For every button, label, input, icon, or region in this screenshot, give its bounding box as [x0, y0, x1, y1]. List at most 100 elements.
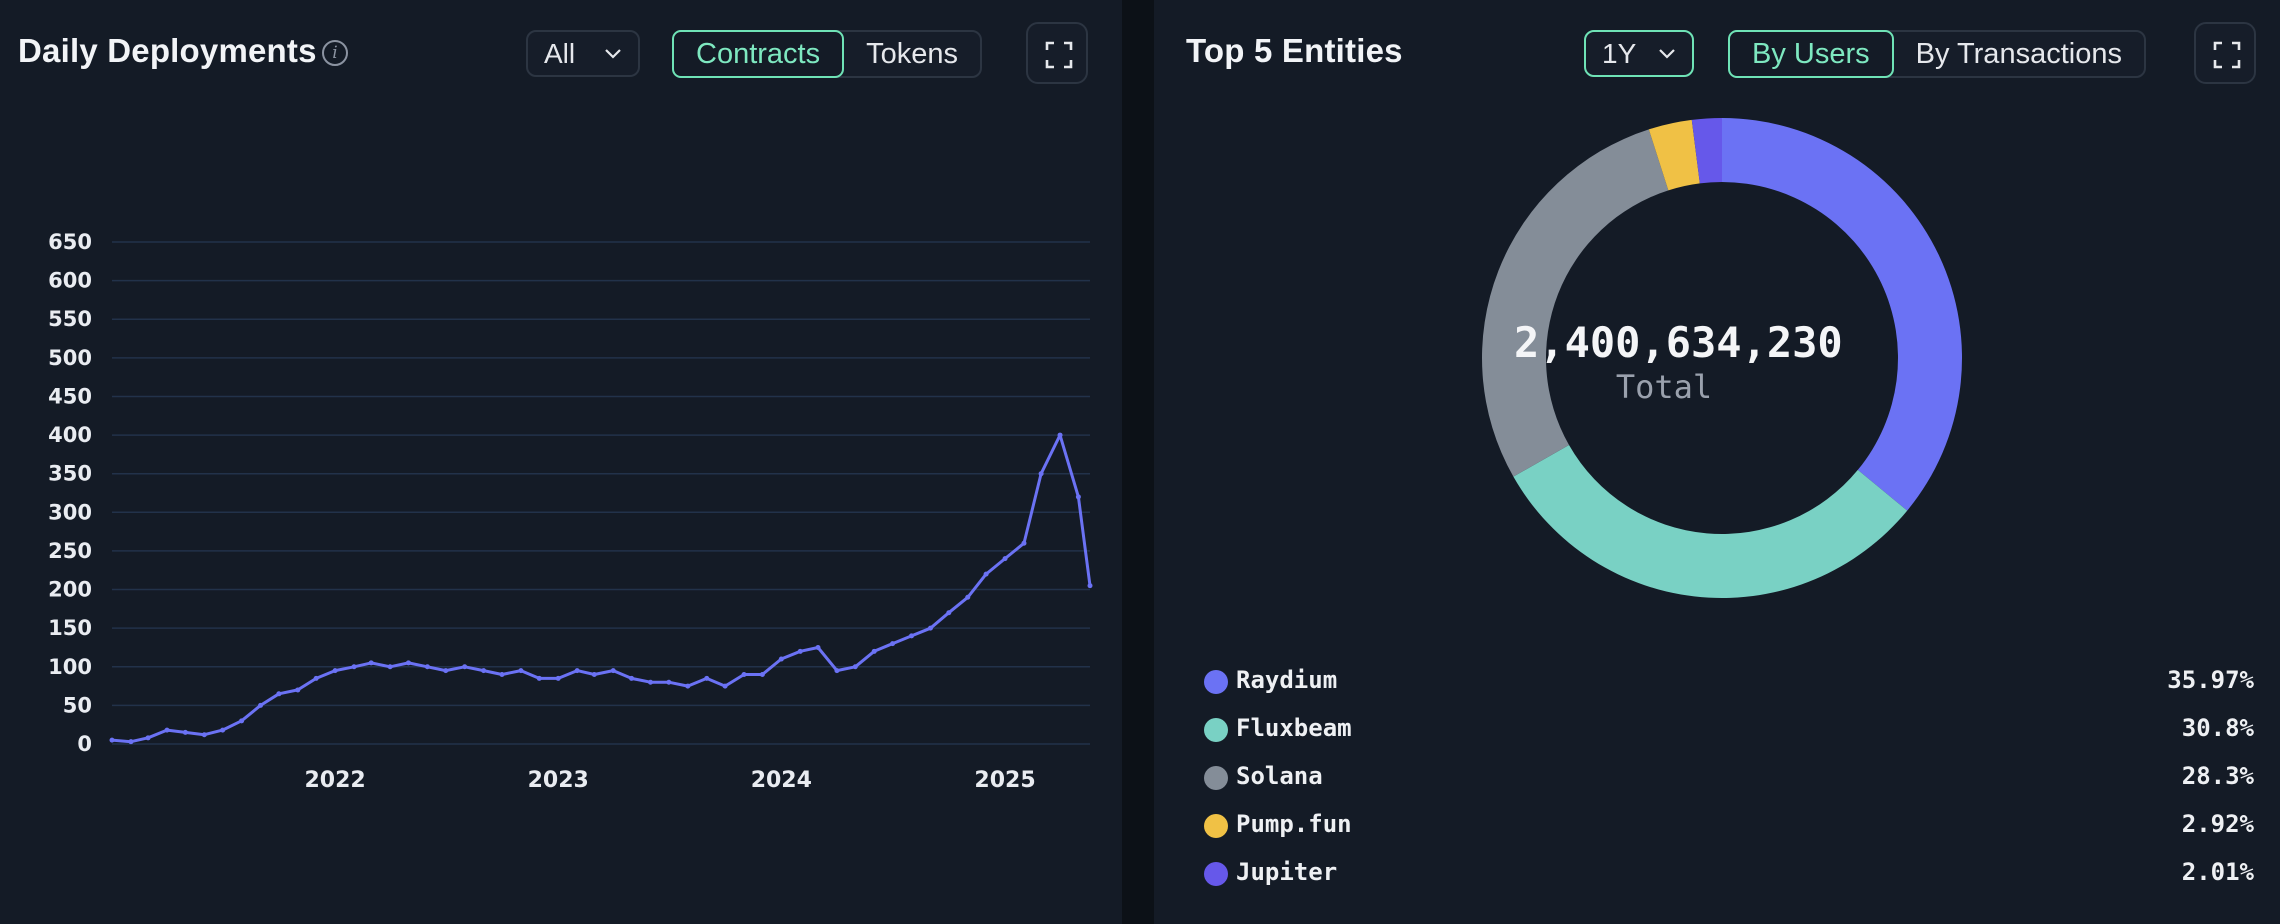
- data-point: [927, 625, 933, 631]
- data-point: [258, 702, 264, 708]
- toggle-tokens[interactable]: Tokens: [866, 38, 958, 70]
- range-select-value: 1Y: [1602, 38, 1637, 69]
- data-point: [518, 668, 524, 674]
- data-point: [890, 641, 896, 647]
- range-select[interactable]: All: [526, 30, 640, 77]
- y-tick-label: 450: [48, 384, 92, 408]
- daily-deployments-panel: Daily Deployments i All Contracts Tokens…: [0, 0, 1122, 924]
- data-point: [666, 679, 672, 685]
- series-line: [109, 432, 1093, 745]
- data-point: [182, 729, 188, 735]
- legend-value: 2.92%: [2181, 810, 2254, 838]
- panel-title: Top 5 Entities: [1186, 32, 1403, 69]
- x-tick-label: 2023: [528, 768, 589, 793]
- y-tick-label: 400: [48, 423, 92, 447]
- x-tick-label: 2024: [751, 768, 812, 793]
- data-point: [1038, 471, 1044, 477]
- data-point: [555, 675, 561, 681]
- y-tick-label: 50: [63, 693, 92, 717]
- data-point: [852, 664, 858, 670]
- legend-item[interactable]: Pump.fun 2.92%: [1204, 802, 2254, 850]
- x-tick-label: 2025: [974, 768, 1035, 793]
- data-point: [351, 664, 357, 670]
- data-point: [499, 671, 505, 677]
- donut-slice-raydium[interactable]: [1722, 118, 1962, 511]
- data-point: [313, 675, 319, 681]
- legend-value: 28.3%: [2181, 762, 2254, 790]
- legend-item[interactable]: Solana 28.3%: [1204, 754, 2254, 802]
- data-point: [983, 571, 989, 577]
- data-point: [741, 671, 747, 677]
- data-point: [759, 671, 765, 677]
- users-transactions-toggle: By Users By Transactions: [1728, 30, 2146, 78]
- data-point: [834, 668, 840, 674]
- legend-swatch: [1204, 718, 1228, 742]
- data-point: [1075, 494, 1081, 500]
- data-point: [685, 683, 691, 689]
- legend-swatch: [1204, 862, 1228, 886]
- data-point: [536, 675, 542, 681]
- grid-lines: [112, 241, 1090, 745]
- toggle-by-users[interactable]: By Users: [1728, 30, 1894, 78]
- legend-swatch: [1204, 766, 1228, 790]
- chevron-down-icon: [1659, 49, 1675, 59]
- data-point: [610, 668, 616, 674]
- contracts-tokens-toggle: Contracts Tokens: [672, 30, 982, 78]
- y-tick-label: 0: [77, 732, 92, 756]
- data-point: [1002, 556, 1008, 562]
- data-point: [1087, 583, 1093, 589]
- data-point: [722, 683, 728, 689]
- legend-item[interactable]: Raydium 35.97%: [1204, 658, 2254, 706]
- daily-deployments-chart: 050100150200250300350400450500550600650 …: [48, 230, 1093, 793]
- legend-item[interactable]: Fluxbeam 30.8%: [1204, 706, 2254, 754]
- toggle-contracts[interactable]: Contracts: [672, 30, 845, 78]
- legend-swatch: [1204, 670, 1228, 694]
- y-tick-label: 100: [48, 655, 92, 679]
- legend-item[interactable]: Jupiter 2.01%: [1204, 850, 2254, 898]
- info-circle-icon[interactable]: i: [322, 40, 348, 66]
- legend-label: Pump.fun: [1236, 810, 1352, 838]
- y-tick-label: 600: [48, 269, 92, 293]
- chevron-down-icon: [605, 49, 621, 59]
- top-entities-donut-chart: [1482, 118, 1962, 598]
- data-point: [424, 664, 430, 670]
- y-tick-label: 550: [48, 307, 92, 331]
- range-select[interactable]: 1Y: [1584, 30, 1694, 77]
- y-tick-label: 200: [48, 578, 92, 602]
- data-point: [109, 737, 115, 743]
- donut-slice-pump-fun[interactable]: [1648, 119, 1700, 191]
- y-tick-label: 300: [48, 500, 92, 524]
- series-line-path: [111, 433, 1092, 744]
- data-point: [332, 668, 338, 674]
- legend-label: Jupiter: [1236, 858, 1338, 886]
- data-point: [276, 691, 282, 697]
- legend-value: 2.01%: [2181, 858, 2254, 886]
- data-point: [201, 732, 207, 738]
- donut-slice-fluxbeam[interactable]: [1513, 445, 1908, 598]
- expand-button[interactable]: [2194, 22, 2256, 84]
- legend-swatch: [1204, 814, 1228, 838]
- expand-button[interactable]: [1026, 22, 1088, 84]
- y-tick-label: 650: [48, 230, 92, 254]
- data-point: [295, 687, 301, 693]
- y-tick-label: 350: [48, 462, 92, 486]
- legend-label: Fluxbeam: [1236, 714, 1352, 742]
- data-point: [909, 633, 915, 639]
- donut-slice-solana[interactable]: [1482, 129, 1669, 477]
- data-point: [387, 664, 393, 670]
- legend-label: Raydium: [1236, 666, 1338, 694]
- panel-title: Daily Deployments: [18, 32, 317, 69]
- legend-value: 30.8%: [2181, 714, 2254, 742]
- data-point: [239, 718, 245, 724]
- legend: Raydium 35.97% Fluxbeam 30.8% Solana 28.…: [1204, 658, 2254, 898]
- donut-slice-jupiter[interactable]: [1691, 118, 1722, 184]
- toggle-by-transactions[interactable]: By Transactions: [1915, 38, 2122, 70]
- data-point: [405, 660, 411, 666]
- data-point: [946, 610, 952, 616]
- data-point: [164, 727, 170, 733]
- data-point: [965, 594, 971, 600]
- data-point: [871, 648, 877, 654]
- y-tick-label: 150: [48, 616, 92, 640]
- data-point: [1021, 540, 1027, 546]
- y-axis: 0 50 100 150 200 250 300 350 400 450 500 550 600 650: [48, 230, 92, 756]
